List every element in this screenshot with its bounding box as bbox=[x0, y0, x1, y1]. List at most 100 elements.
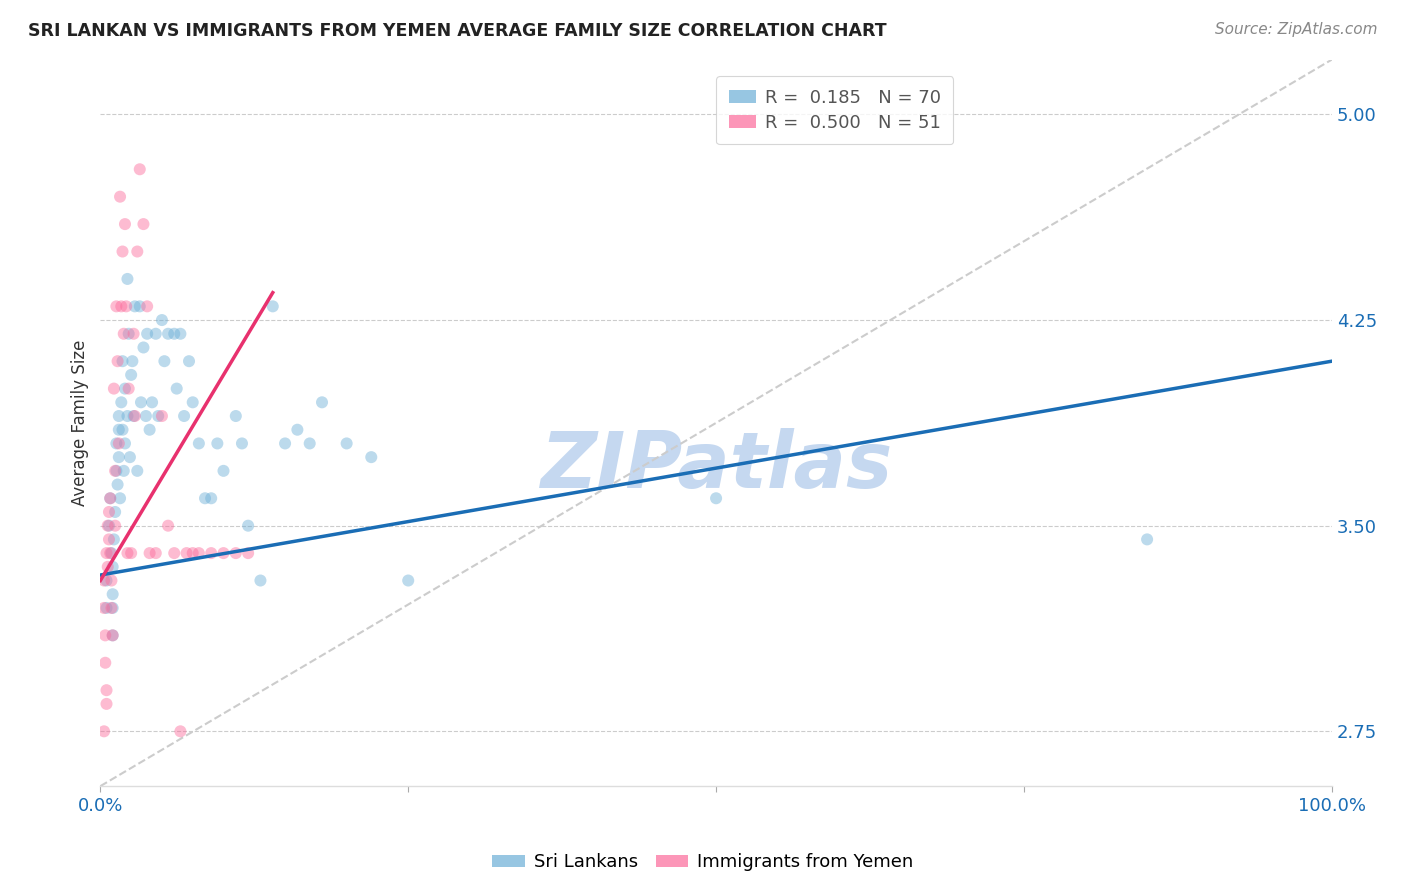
Point bbox=[105, 299, 128, 313]
Point bbox=[111, 244, 134, 259]
Point bbox=[153, 354, 176, 368]
Point bbox=[108, 436, 131, 450]
Point bbox=[103, 533, 125, 547]
Point bbox=[104, 464, 127, 478]
Point bbox=[169, 326, 191, 341]
Point bbox=[98, 546, 121, 560]
Point bbox=[117, 409, 139, 423]
Point bbox=[93, 574, 115, 588]
Point bbox=[298, 436, 321, 450]
Point bbox=[107, 354, 129, 368]
Point bbox=[173, 409, 195, 423]
Point bbox=[177, 354, 200, 368]
Point bbox=[138, 546, 160, 560]
Point bbox=[132, 217, 155, 231]
Point bbox=[120, 368, 142, 382]
Point bbox=[100, 546, 122, 560]
Point bbox=[98, 491, 121, 506]
Point bbox=[98, 518, 121, 533]
Point bbox=[145, 546, 167, 560]
Point bbox=[118, 382, 141, 396]
Point bbox=[108, 189, 131, 203]
Point bbox=[104, 518, 127, 533]
Point bbox=[704, 491, 727, 506]
Point bbox=[132, 341, 155, 355]
Point bbox=[103, 382, 125, 396]
Point bbox=[136, 326, 159, 341]
Point bbox=[94, 628, 117, 642]
Text: SRI LANKAN VS IMMIGRANTS FROM YEMEN AVERAGE FAMILY SIZE CORRELATION CHART: SRI LANKAN VS IMMIGRANTS FROM YEMEN AVER… bbox=[28, 22, 887, 40]
Point bbox=[181, 395, 204, 409]
Point bbox=[225, 409, 247, 423]
Point bbox=[311, 395, 333, 409]
Point bbox=[101, 628, 124, 642]
Point bbox=[212, 546, 235, 560]
Point bbox=[138, 423, 160, 437]
Point bbox=[97, 559, 120, 574]
Point bbox=[93, 601, 115, 615]
Point bbox=[249, 574, 271, 588]
Point bbox=[141, 395, 163, 409]
Point bbox=[108, 491, 131, 506]
Legend: Sri Lankans, Immigrants from Yemen: Sri Lankans, Immigrants from Yemen bbox=[485, 847, 921, 879]
Point bbox=[105, 436, 128, 450]
Point bbox=[124, 409, 146, 423]
Point bbox=[150, 313, 173, 327]
Point bbox=[163, 326, 186, 341]
Point bbox=[101, 559, 124, 574]
Point bbox=[148, 409, 170, 423]
Point bbox=[94, 656, 117, 670]
Text: Source: ZipAtlas.com: Source: ZipAtlas.com bbox=[1215, 22, 1378, 37]
Point bbox=[108, 409, 131, 423]
Point bbox=[360, 450, 382, 464]
Point bbox=[121, 354, 143, 368]
Point bbox=[128, 162, 150, 177]
Point bbox=[181, 546, 204, 560]
Point bbox=[262, 299, 284, 313]
Point bbox=[396, 574, 419, 588]
Point bbox=[207, 436, 229, 450]
Point bbox=[98, 533, 121, 547]
Point bbox=[236, 546, 259, 560]
Point bbox=[101, 628, 124, 642]
Point bbox=[200, 491, 222, 506]
Point bbox=[104, 505, 127, 519]
Point bbox=[110, 299, 132, 313]
Point bbox=[100, 601, 122, 615]
Point bbox=[1136, 533, 1159, 547]
Point bbox=[212, 464, 235, 478]
Point bbox=[112, 326, 135, 341]
Point bbox=[111, 354, 134, 368]
Point bbox=[112, 464, 135, 478]
Point bbox=[194, 491, 217, 506]
Point bbox=[176, 546, 198, 560]
Point bbox=[127, 244, 149, 259]
Point bbox=[115, 299, 138, 313]
Point bbox=[97, 518, 120, 533]
Point bbox=[187, 436, 209, 450]
Point bbox=[108, 450, 131, 464]
Point bbox=[96, 601, 118, 615]
Point bbox=[231, 436, 253, 450]
Point bbox=[145, 326, 167, 341]
Point bbox=[98, 505, 121, 519]
Point bbox=[96, 546, 118, 560]
Point bbox=[117, 546, 139, 560]
Text: ZIPatlas: ZIPatlas bbox=[540, 428, 893, 505]
Legend: R =  0.185   N = 70, R =  0.500   N = 51: R = 0.185 N = 70, R = 0.500 N = 51 bbox=[716, 76, 953, 145]
Point bbox=[114, 436, 136, 450]
Point bbox=[117, 272, 139, 286]
Point bbox=[110, 395, 132, 409]
Point bbox=[98, 491, 121, 506]
Point bbox=[118, 326, 141, 341]
Point bbox=[122, 326, 145, 341]
Point bbox=[128, 299, 150, 313]
Point bbox=[114, 217, 136, 231]
Point bbox=[236, 518, 259, 533]
Point bbox=[100, 574, 122, 588]
Point bbox=[101, 601, 124, 615]
Point bbox=[96, 574, 118, 588]
Point bbox=[166, 382, 188, 396]
Point bbox=[105, 464, 128, 478]
Point bbox=[120, 546, 142, 560]
